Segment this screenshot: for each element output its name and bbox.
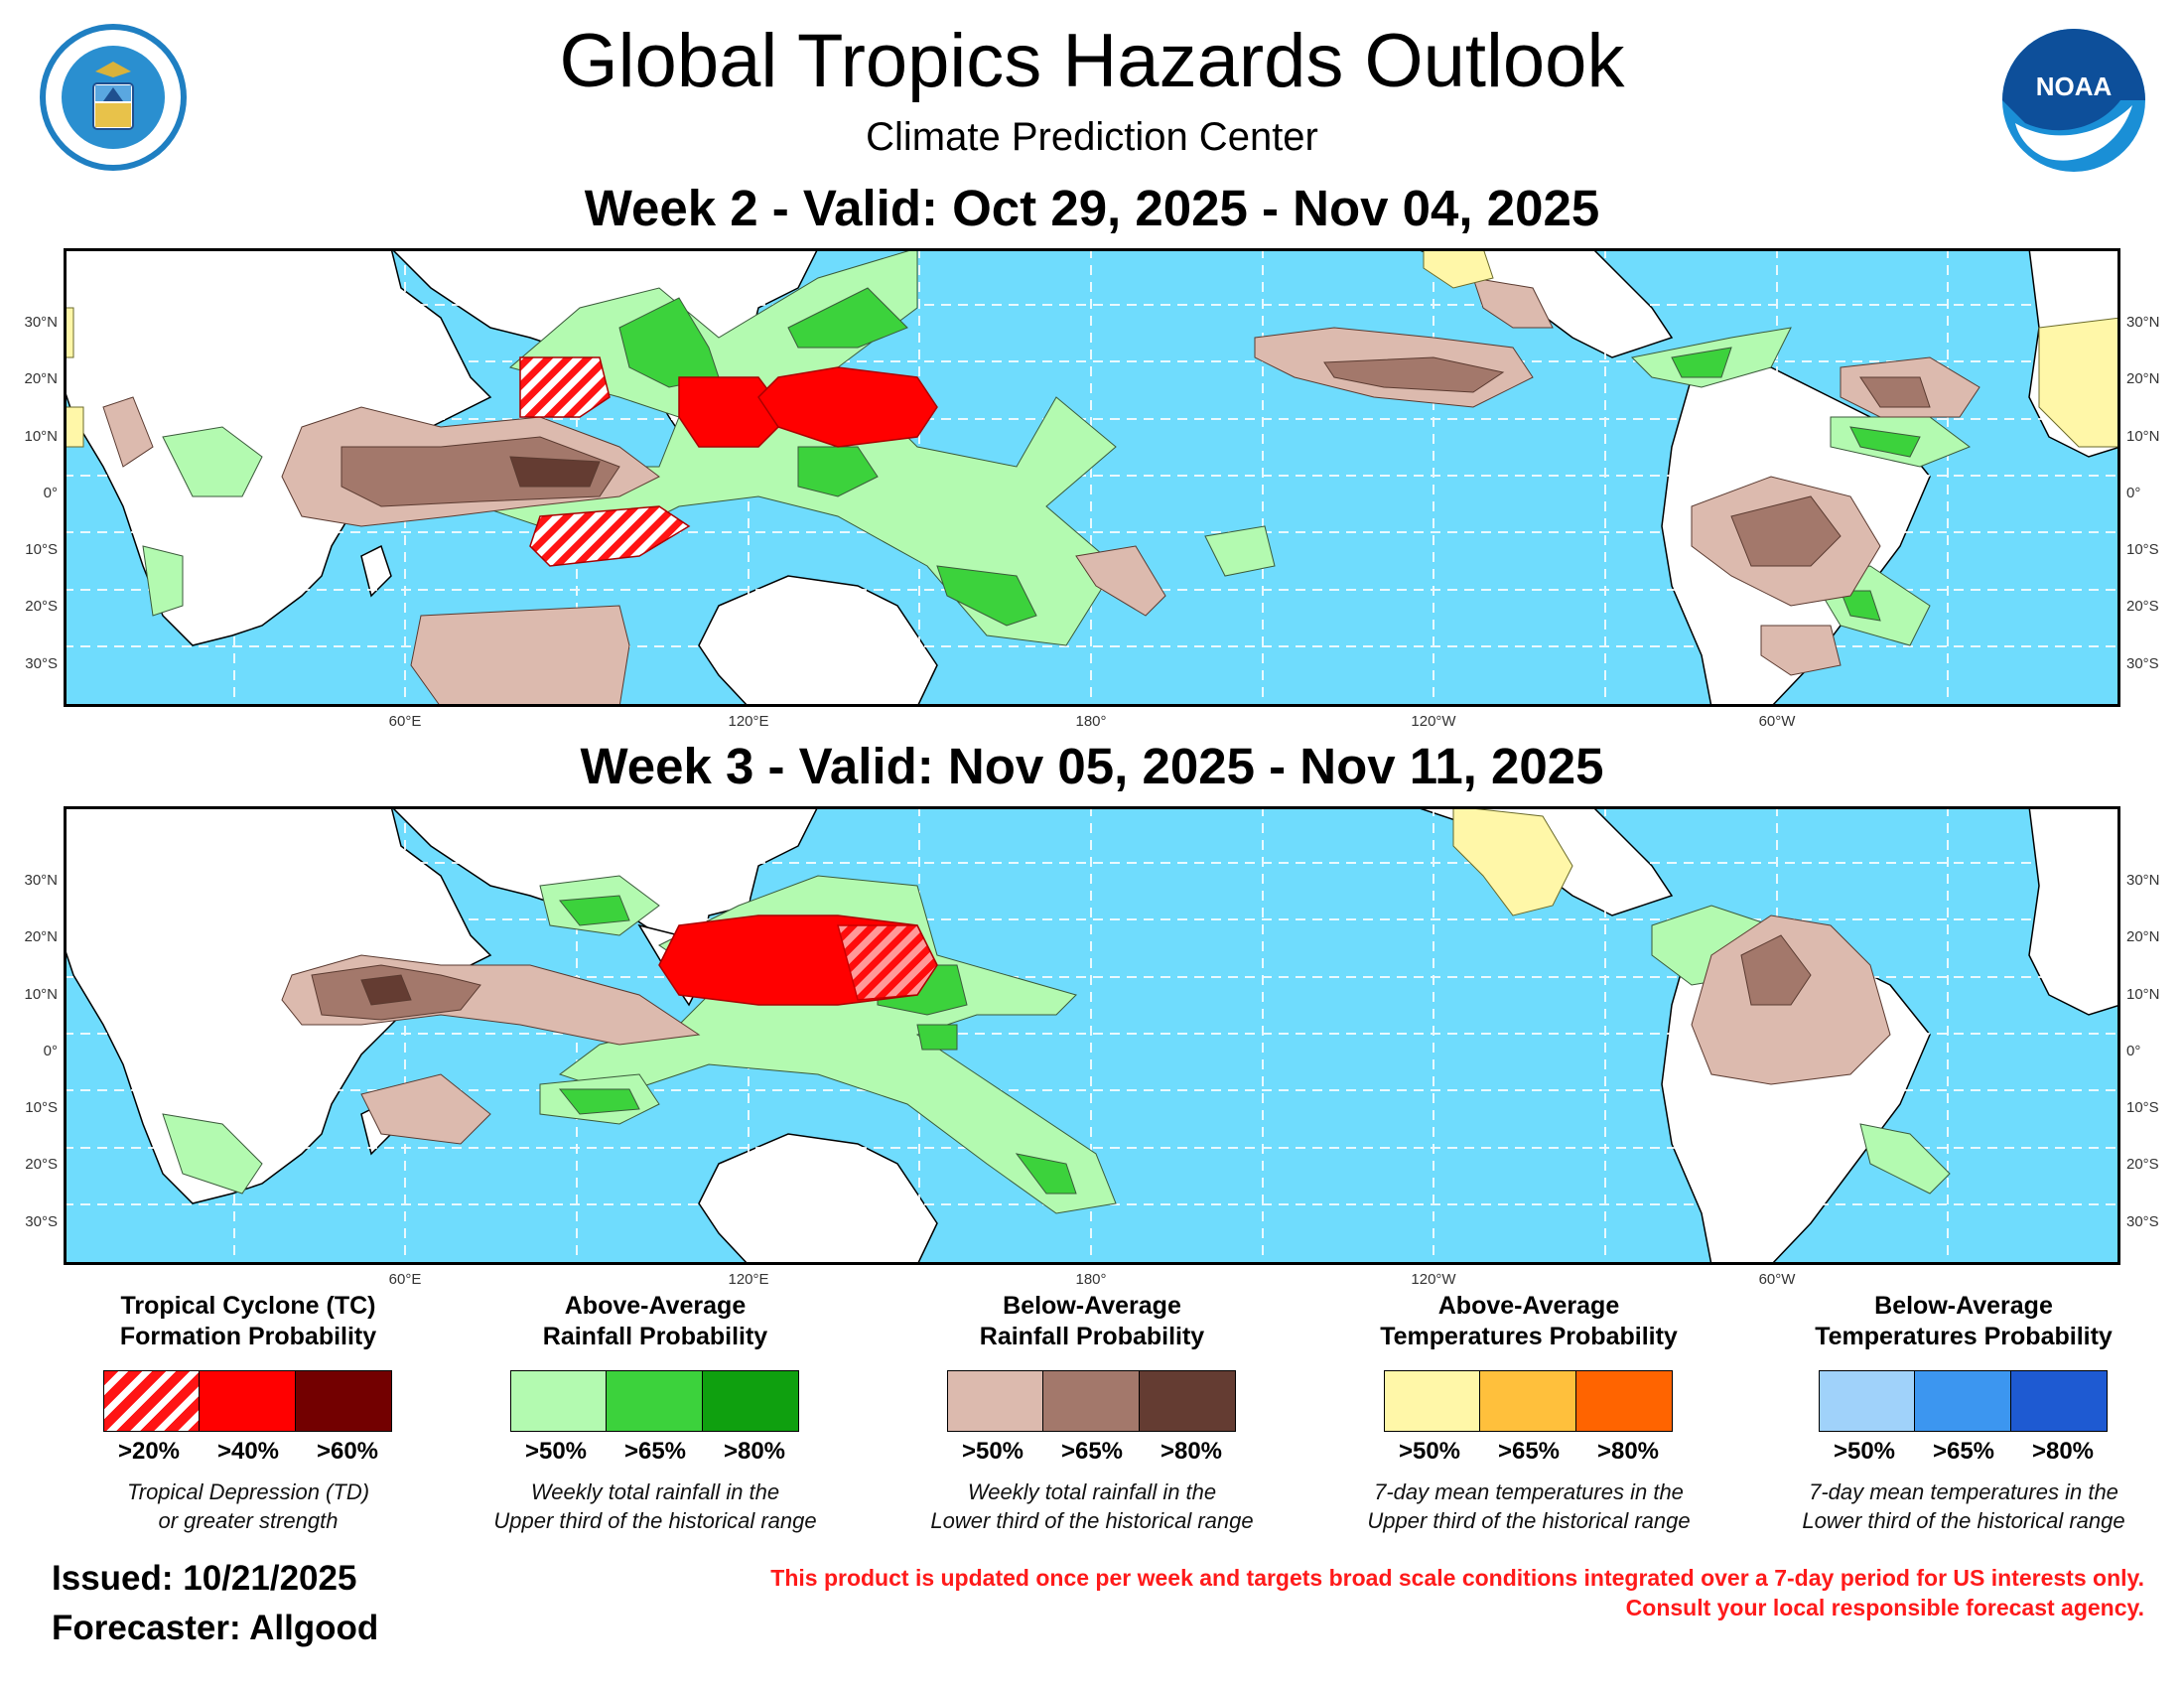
- lon-label: 60°W: [1758, 713, 1796, 730]
- legend-description: Weekly total rainfall in the: [530, 1479, 780, 1504]
- lon-label: 120°W: [1411, 713, 1456, 730]
- lon-label: 120°E: [728, 713, 769, 730]
- tc-formation-areas: [658, 914, 938, 1006]
- legend-title: Below-Average: [1003, 1292, 1181, 1320]
- legend-levels: >50% >65% >80%: [524, 1438, 786, 1465]
- below-rainfall-areas: [281, 914, 1891, 1145]
- lon-label: 120°E: [728, 1271, 769, 1288]
- week2-map: 30°N 20°N 10°N 0° 10°S 20°S 30°S 30°N 20°N 1…: [24, 248, 2160, 730]
- legend-description: Lower third of the historical range: [930, 1508, 1254, 1533]
- lon-label: 60°W: [1758, 1271, 1796, 1288]
- legend-swatches: [40, 1370, 457, 1432]
- legend-swatch: [1818, 1370, 1916, 1432]
- page-title: Global Tropics Hazards Outlook: [559, 19, 1625, 103]
- week2-title: Week 2 - Valid: Oct 29, 2025 - Nov 04, 2…: [584, 180, 1600, 236]
- week3-lat-labels-left: 30°N 20°N 10°N 0° 10°S 20°S 30°S: [24, 872, 58, 1230]
- legend-title: Formation Probability: [119, 1323, 377, 1350]
- legend-levels: >50% >65% >80%: [1398, 1438, 1660, 1465]
- above-rainfall-areas: [142, 248, 1972, 646]
- legend-swatches: [1320, 1370, 1737, 1432]
- legend-swatch: [1042, 1370, 1141, 1432]
- week3-title: Week 3 - Valid: Nov 05, 2025 - Nov 11, 2…: [580, 738, 1604, 794]
- week2-lat-labels-right: 30°N 20°N 10°N 0° 10°S 20°S 30°S: [2126, 314, 2160, 672]
- disclaimer-line: Consult your local responsible forecast …: [1625, 1595, 2144, 1620]
- legend-above-temperatures: Above-Average Temperatures Probability >…: [1320, 1291, 1737, 1535]
- legend-swatches: [447, 1370, 864, 1432]
- legend-title: Above-Average: [564, 1292, 747, 1320]
- legend-title: Rainfall Probability: [979, 1323, 1205, 1350]
- legend-description: Lower third of the historical range: [1802, 1508, 2125, 1533]
- legend-levels: >50% >65% >80%: [961, 1438, 1223, 1465]
- legend-swatch: [199, 1370, 297, 1432]
- legend-above-rainfall: Above-Average Rainfall Probability >50% >…: [447, 1291, 864, 1535]
- department-of-commerce-seal: [38, 22, 189, 173]
- legend-swatch: [509, 1370, 608, 1432]
- legend-tc-formation: Tropical Cyclone (TC) Formation Probabil…: [40, 1291, 457, 1535]
- legend-swatch: [1138, 1370, 1236, 1432]
- svg-text:NOAA: NOAA: [2036, 71, 2113, 101]
- legend-title: Tropical Cyclone (TC): [120, 1292, 376, 1320]
- legend-title: Temperatures Probability: [1380, 1323, 1678, 1350]
- legend-swatch: [1914, 1370, 2012, 1432]
- legend-description: Upper third of the historical range: [493, 1508, 817, 1533]
- legend-description: or greater strength: [158, 1508, 339, 1533]
- legend-below-temperatures: Below-Average Temperatures Probability >…: [1755, 1291, 2172, 1535]
- legend-swatch: [1383, 1370, 1481, 1432]
- legend-swatch: [1574, 1370, 1673, 1432]
- legend-description: Upper third of the historical range: [1367, 1508, 1691, 1533]
- legend-title: Temperatures Probability: [1815, 1323, 2113, 1350]
- lon-label: 60°E: [388, 713, 422, 730]
- legend-title: Below-Average: [1874, 1292, 2053, 1320]
- legend-swatch: [2009, 1370, 2108, 1432]
- page-subtitle: Climate Prediction Center: [866, 115, 1318, 159]
- lon-label: 120°W: [1411, 1271, 1456, 1288]
- legend-levels: >50% >65% >80%: [1833, 1438, 2095, 1465]
- issued-date: Issued: 10/21/2025: [52, 1559, 357, 1598]
- legend-description: 7-day mean temperatures in the: [1374, 1479, 1684, 1504]
- legend-swatches: [884, 1370, 1300, 1432]
- below-rainfall-areas: [102, 277, 1980, 707]
- legend-swatch: [1479, 1370, 1577, 1432]
- legend-swatch: [606, 1370, 704, 1432]
- legend-below-rainfall: Below-Average Rainfall Probability >50% >…: [884, 1291, 1300, 1535]
- forecaster-name: Forecaster: Allgood: [52, 1609, 379, 1647]
- legend-swatch: [294, 1370, 392, 1432]
- lon-label: 180°: [1075, 713, 1107, 730]
- tc-formation-areas: [519, 356, 938, 567]
- legend-title: Above-Average: [1437, 1292, 1620, 1320]
- legend-swatch: [102, 1370, 201, 1432]
- legend-levels: >20% >40% >60%: [117, 1438, 379, 1465]
- legend-title: Rainfall Probability: [542, 1323, 768, 1350]
- legend-description: Tropical Depression (TD): [126, 1479, 370, 1504]
- noaa-logo: NOAA: [2001, 28, 2146, 173]
- lon-label: 180°: [1075, 1271, 1107, 1288]
- legend-swatch: [946, 1370, 1044, 1432]
- legend-swatch: [701, 1370, 799, 1432]
- lon-label: 60°E: [388, 1271, 422, 1288]
- disclaimer-line: This product is updated once per week an…: [770, 1565, 2144, 1591]
- week3-lat-labels-right: 30°N 20°N 10°N 0° 10°S 20°S 30°S: [2126, 872, 2160, 1230]
- above-temp-areas: [1452, 806, 1573, 916]
- week2-lat-labels-left: 30°N 20°N 10°N 0° 10°S 20°S 30°S: [24, 314, 58, 672]
- legend-swatches: [1755, 1370, 2172, 1432]
- week3-map: 30°N 20°N 10°N 0° 10°S 20°S 30°S 30°N 20°N 1…: [24, 806, 2160, 1288]
- legend-description: 7-day mean temperatures in the: [1809, 1479, 2118, 1504]
- legend-description: Weekly total rainfall in the: [967, 1479, 1217, 1504]
